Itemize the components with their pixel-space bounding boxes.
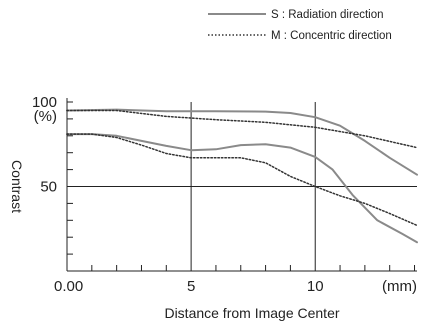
legend-label-2: M : Concentric direction: [271, 30, 392, 42]
legend-label-1: S : Radiation direction: [271, 9, 384, 21]
chart-axes: [66, 98, 417, 272]
chart-series: [66, 108, 418, 244]
chart-labels: 100 50 (%) 0.00 5 10 (mm) Distance from Image C…: [9, 94, 417, 321]
y-axis-title: Contrast: [9, 160, 25, 213]
y-unit-label: (%): [34, 108, 57, 125]
x-tick-label: 5: [187, 278, 195, 295]
series-line-1: [66, 108, 418, 176]
series-line-4: [66, 133, 418, 227]
series-line-3: [66, 109, 418, 149]
y-tick-label: 100: [32, 94, 57, 111]
y-tick-label: 50: [40, 179, 57, 196]
x-axis-title: Distance from Image Center: [164, 305, 339, 321]
series-line-2: [66, 133, 418, 244]
x-tick-label: (mm): [382, 278, 417, 295]
chart-grid: [67, 102, 417, 271]
x-tick-label: 0.00: [54, 278, 83, 295]
x-tick-label: 10: [307, 278, 324, 295]
chart-legend: S : Radiation direction M : Concentric di…: [208, 9, 392, 42]
